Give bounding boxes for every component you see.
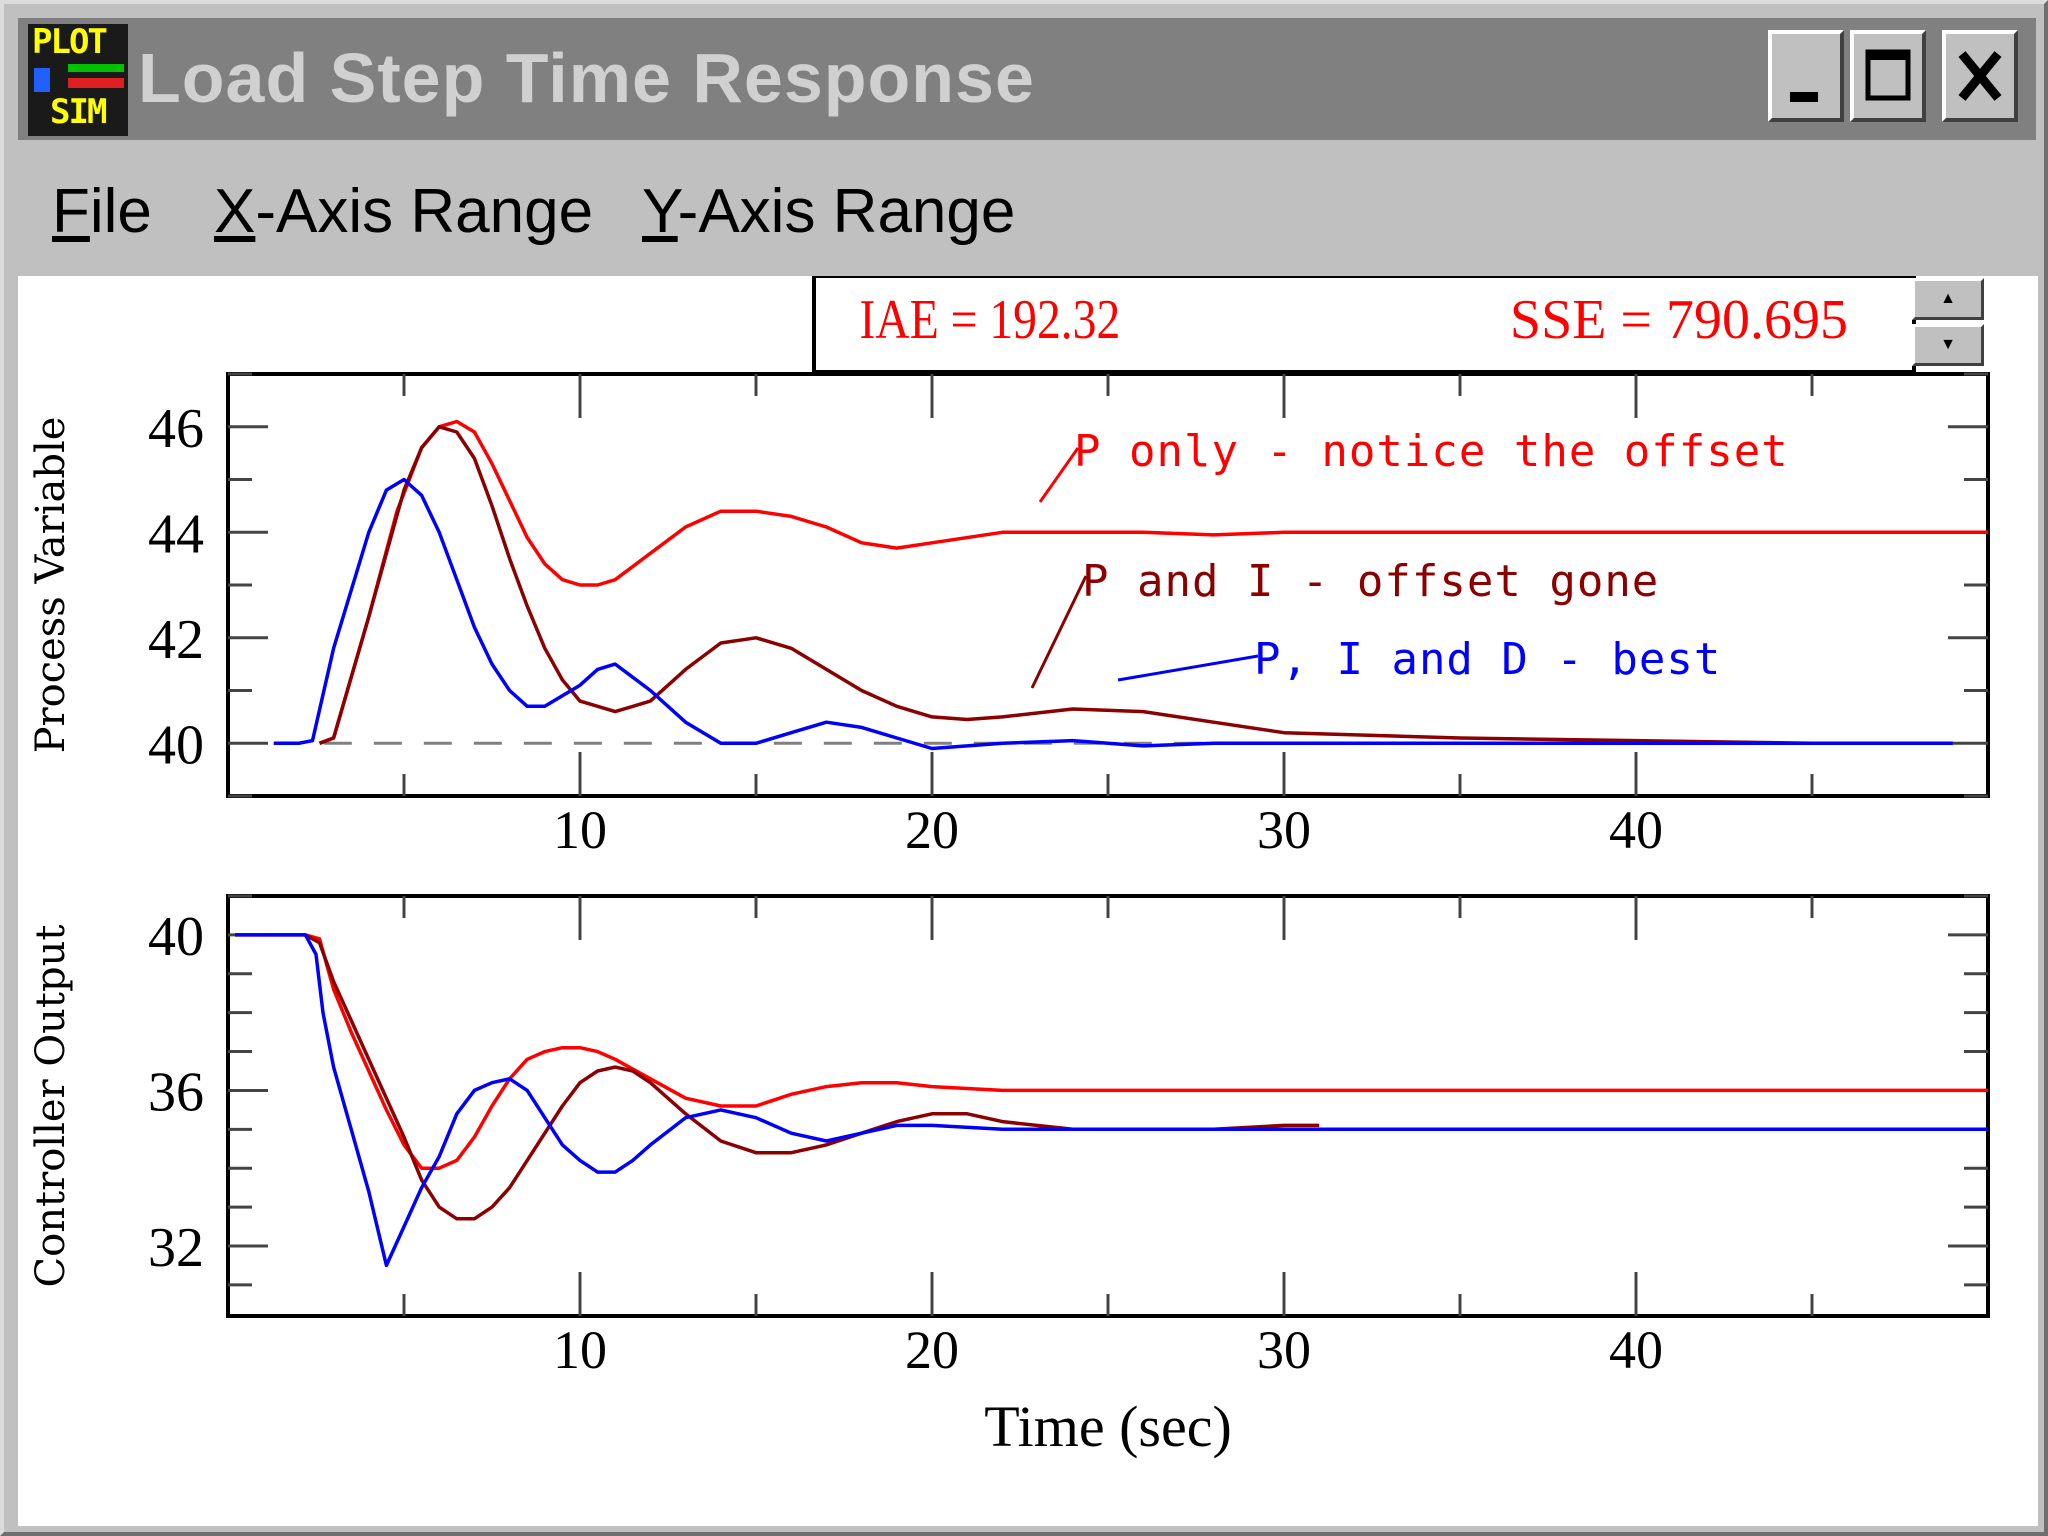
window-title: Load Step Time Response	[138, 39, 1035, 117]
chart1-x-tick-label: 10	[553, 800, 607, 860]
chart1-frame	[226, 372, 1990, 798]
annotation-p-only: P only - notice the offset	[1074, 426, 1789, 477]
chart2-series-p-i	[304, 933, 1320, 1221]
menu-y-axis-access-key: Y	[642, 177, 678, 246]
menu-y-axis-range[interactable]: Y-Axis Range	[642, 174, 1015, 250]
chart1-x-tick-label: 20	[905, 800, 959, 860]
chart1-x-tick-label: 30	[1257, 800, 1311, 860]
annotation-leader-p-only	[1038, 447, 1080, 503]
icon-blue-block	[34, 68, 50, 92]
chart2-x-axis-label: Time (sec)	[984, 1394, 1232, 1459]
chart2-x-tick-label: 30	[1257, 1320, 1311, 1380]
close-button[interactable]	[1942, 30, 2018, 122]
chart2-x-tick-label: 20	[905, 1320, 959, 1380]
chart1-series-p-i	[318, 425, 1813, 746]
chart2-y-axis-label: Controller Output	[28, 925, 74, 1288]
title-bar[interactable]: PLOT SIM Load Step Time Response	[18, 18, 2036, 140]
chart2-series-pid	[235, 933, 1988, 1268]
menu-x-axis-label: -Axis Range	[255, 177, 594, 246]
scroll-down-icon: ▼	[1940, 336, 1956, 353]
minimize-button[interactable]	[1768, 30, 1844, 122]
menu-file-label: ile	[89, 177, 152, 246]
chart2-y-tick-label: 40	[148, 906, 204, 968]
menu-x-axis-access-key: X	[214, 177, 256, 246]
icon-text-plot: PLOT	[32, 22, 108, 62]
maximize-icon	[1865, 49, 1911, 101]
chart1-series-pid	[273, 477, 1953, 751]
plot-area: IAE = 192.32 SSE = 790.695 10 20 30 40 40 42 4…	[18, 276, 2038, 1526]
chart1-series-p-only	[318, 419, 1988, 745]
chart2-y-tick-label: 32	[148, 1217, 204, 1279]
chart1-y-tick-label: 46	[148, 398, 204, 460]
menu-y-axis-label: -Axis Range	[677, 177, 1016, 246]
time-response-charts: IAE = 192.32 SSE = 790.695 10 20 30 40 40 42 4…	[28, 276, 1990, 1459]
scroll-up-icon: ▲	[1940, 290, 1956, 307]
icon-red-bar	[68, 78, 124, 88]
menu-bar: File X-Axis Range Y-Axis Range	[18, 144, 2036, 272]
close-icon	[1958, 51, 2002, 101]
sse-value: SSE = 790.695	[1510, 289, 1848, 351]
maximize-button[interactable]	[1850, 30, 1926, 122]
chart1-x-tick-label: 40	[1609, 800, 1663, 860]
chart1-y-tick-label: 42	[148, 609, 204, 671]
chart2-x-tick-label: 40	[1609, 1320, 1663, 1380]
annotation-pid: P, I and D - best	[1254, 634, 1721, 685]
chart1-y-axis-label: Process Variable	[28, 417, 74, 754]
chart1-y-tick-label: 44	[148, 503, 204, 565]
chart2-series-p-only	[235, 933, 1988, 1170]
chart2-x-tick-label: 10	[553, 1320, 607, 1380]
minimize-icon	[1790, 92, 1818, 102]
icon-text-sim: SIM	[50, 92, 107, 132]
scroll-up-button[interactable]: ▲	[1912, 278, 1984, 320]
chart2-y-tick-label: 36	[148, 1061, 204, 1123]
charts-layer: 10 20 30 40 40 42 44 46 Process Variable 10 20 30 40…	[28, 372, 1990, 1459]
menu-file-access-key: F	[52, 177, 90, 246]
menu-file[interactable]: File	[52, 174, 152, 250]
annotation-p-i: P and I - offset gone	[1082, 556, 1659, 607]
plotsim-app-icon[interactable]: PLOT SIM	[28, 24, 128, 136]
iae-value: IAE = 192.32	[860, 290, 1121, 351]
annotation-leader-p-i	[1030, 575, 1088, 689]
annotation-leader-pid	[1117, 654, 1259, 682]
chart2-frame	[226, 894, 1990, 1318]
menu-x-axis-range[interactable]: X-Axis Range	[214, 174, 593, 250]
icon-green-bar	[68, 64, 124, 72]
chart1-y-tick-label: 40	[148, 714, 204, 776]
scroll-down-button[interactable]: ▼	[1912, 324, 1984, 366]
